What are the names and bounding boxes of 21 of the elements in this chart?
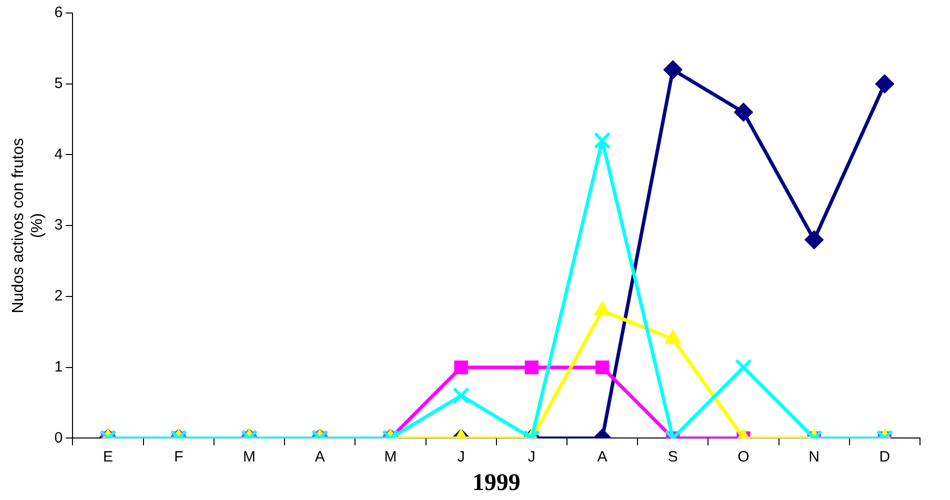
y-tick-label: 4 xyxy=(54,146,63,163)
y-tick-label: 6 xyxy=(54,4,63,22)
y-tick-label: 3 xyxy=(54,216,63,234)
x-tick-label: N xyxy=(808,448,820,466)
x-axis-title: 1999 xyxy=(472,470,520,496)
x-tick-label: D xyxy=(879,448,890,466)
x-tick-label: M xyxy=(243,448,256,466)
y-tick-label: 2 xyxy=(54,288,63,305)
x-tick-label: M xyxy=(384,448,397,466)
y-tick-label: 0 xyxy=(54,429,63,446)
y-tick-label: 1 xyxy=(54,358,63,376)
x-tick-label: A xyxy=(597,448,608,466)
x-tick-label: J xyxy=(457,448,465,466)
x-tick-label: F xyxy=(174,448,184,466)
x-tick-label: E xyxy=(103,448,114,466)
y-axis-title: Nudos activos con frutos (%) xyxy=(10,138,46,314)
x-tick-label: A xyxy=(314,448,325,466)
x-tick-label: J xyxy=(528,448,536,466)
y-tick-label: 5 xyxy=(54,75,63,92)
x-tick-label: O xyxy=(738,448,750,466)
x-tick-label: S xyxy=(668,448,678,466)
